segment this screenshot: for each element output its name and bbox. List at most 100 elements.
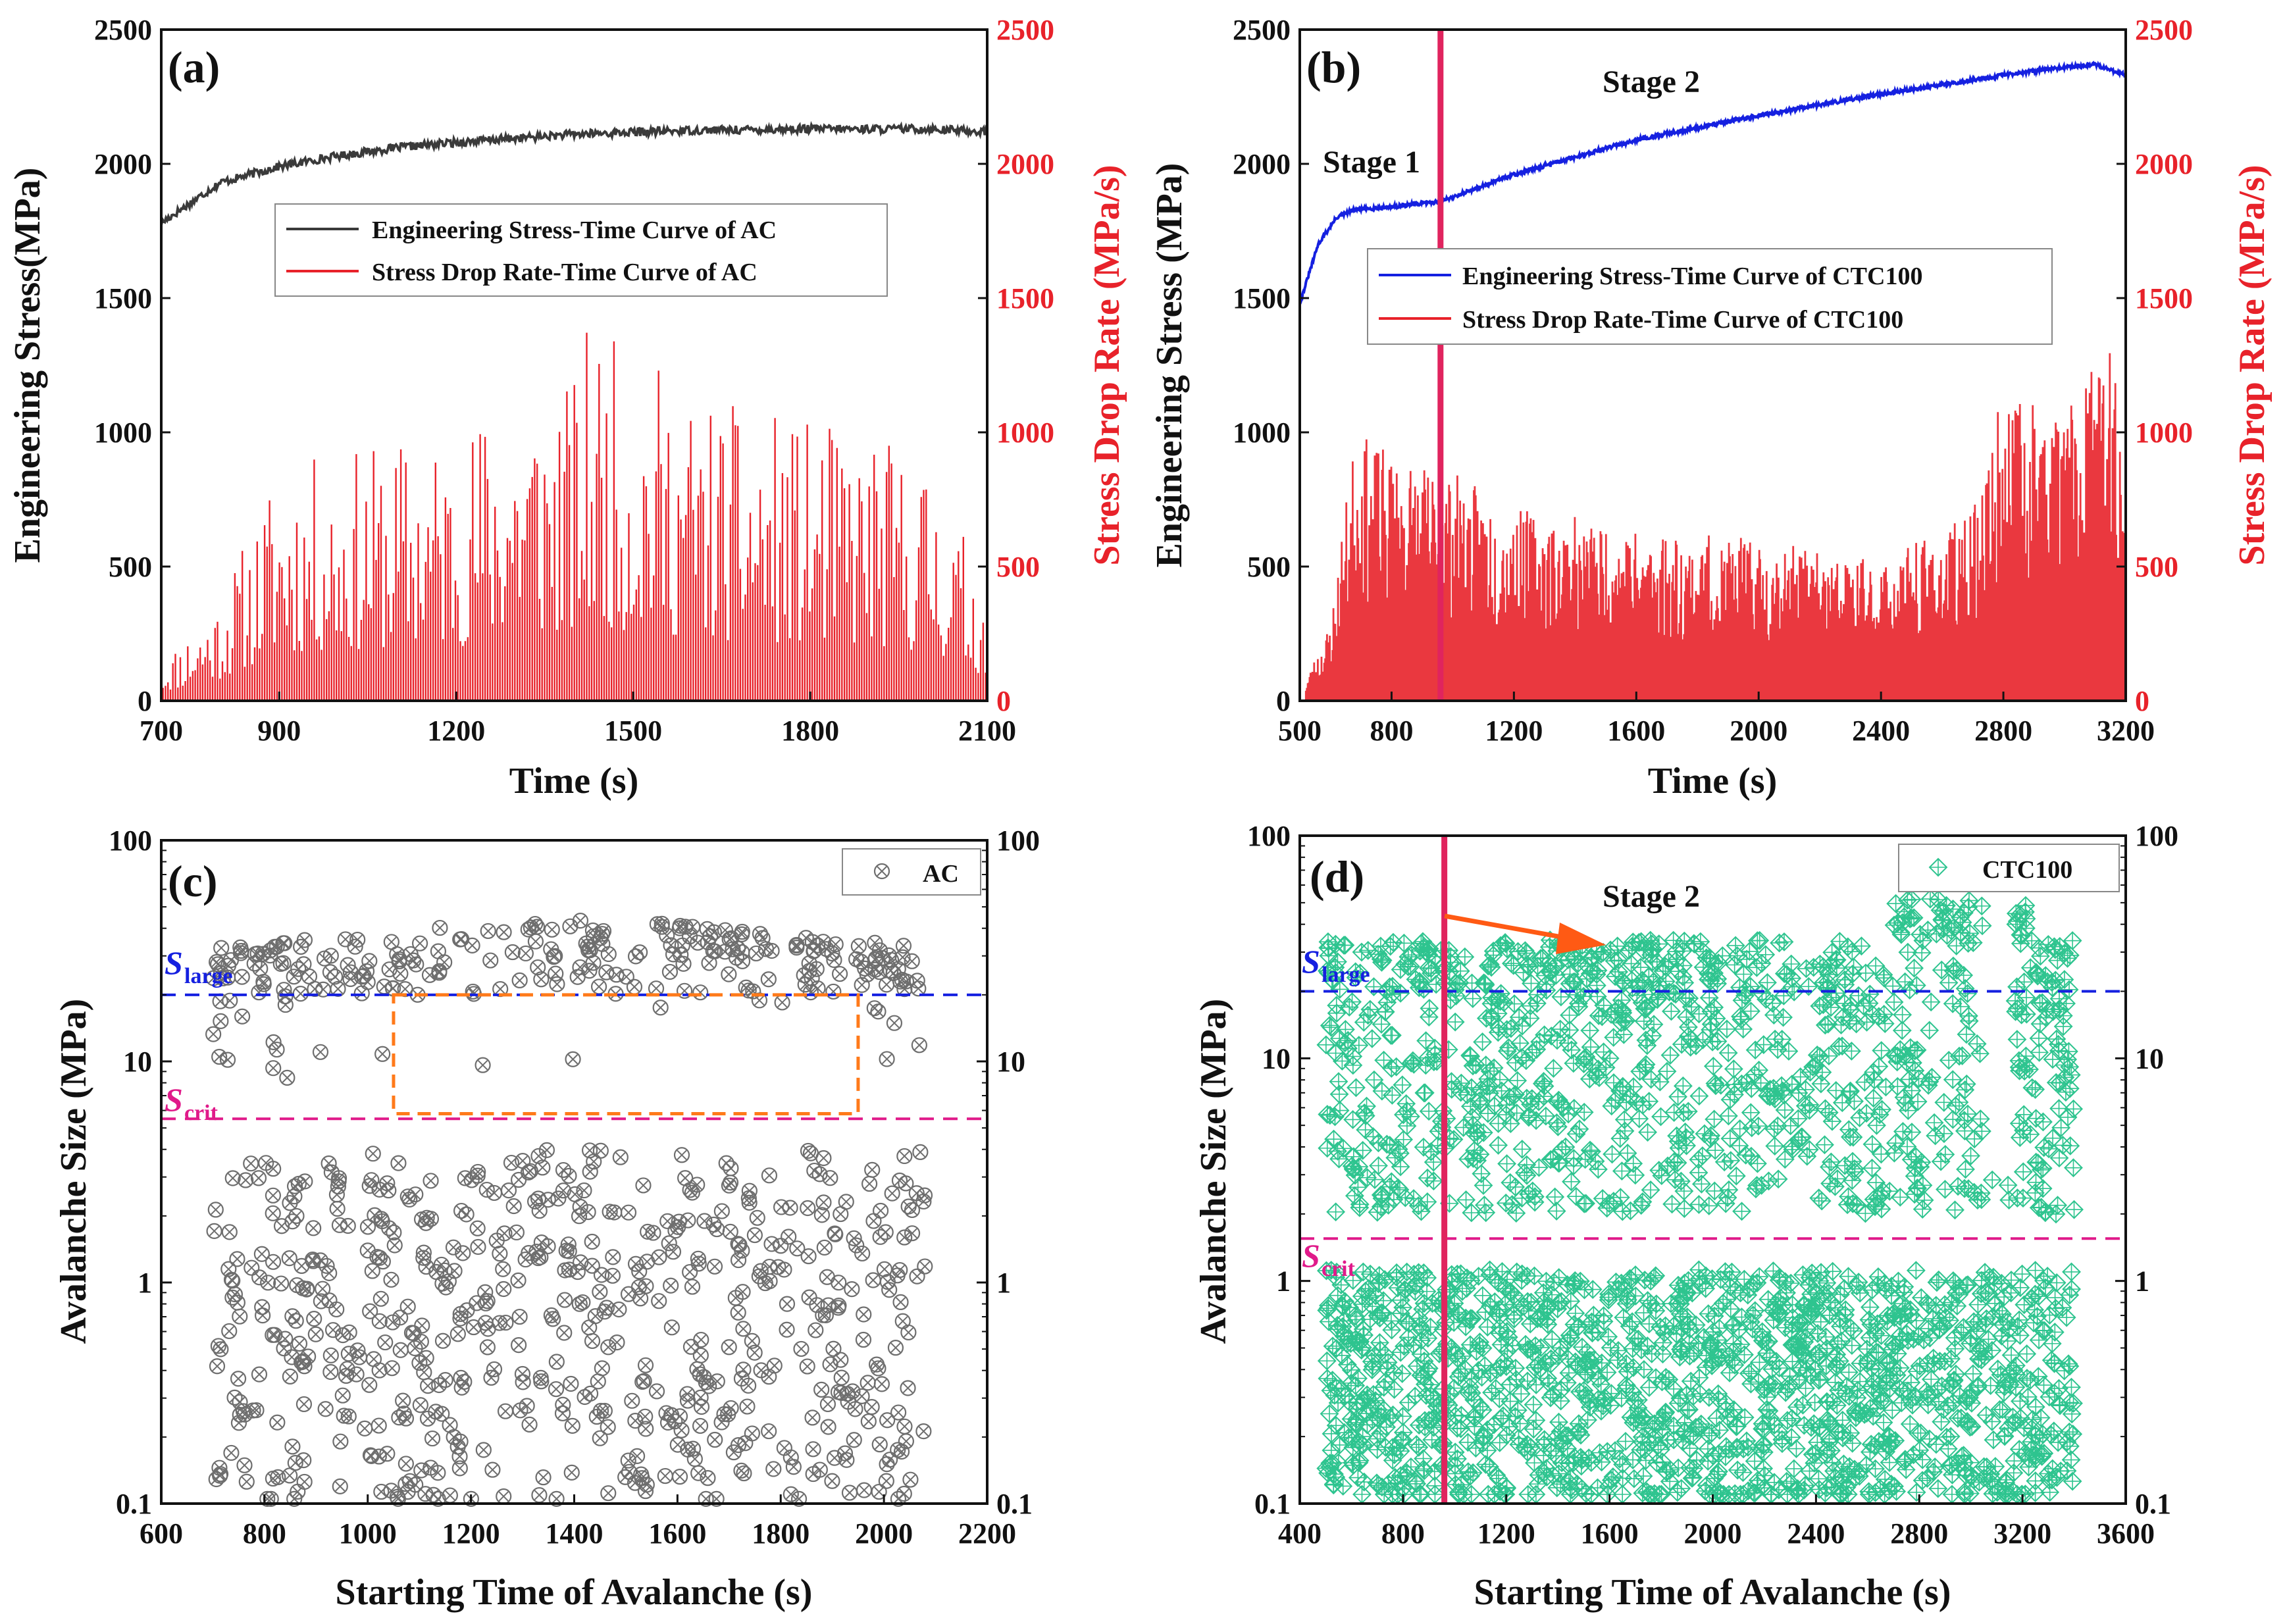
panel-c-slarge-subscript: large xyxy=(184,964,233,988)
panel-c-point-43 xyxy=(896,1148,913,1165)
panel-c-point-90-ring xyxy=(238,1473,255,1490)
panel-b-xlabel: Time (s) xyxy=(1648,761,1778,801)
panel-c-point-55 xyxy=(412,935,428,952)
panel-a-ytick-right-label-1: 500 xyxy=(996,551,1040,583)
panel-c-point-78-ring xyxy=(735,1361,752,1378)
panel-c-point-34 xyxy=(322,1363,339,1381)
panel-b-xtick-label-0: 500 xyxy=(1278,715,1322,747)
panel-c-point-96 xyxy=(383,1271,399,1288)
panel-c-point-76-ring xyxy=(859,966,875,983)
panel-b-xtick-label-4: 2000 xyxy=(1730,715,1787,747)
panel-c-xlabel: Starting Time of Avalanche (s) xyxy=(336,1572,813,1613)
panel-c-point-45-cross xyxy=(768,1463,779,1475)
panel-c-point-101 xyxy=(816,1239,833,1256)
panel-c-point-5 xyxy=(637,1357,654,1373)
panel-c-point-78-cross xyxy=(738,1364,749,1375)
panel-b-xtick-label-2: 1200 xyxy=(1485,715,1543,747)
panel-b-xtick-label-3: 1600 xyxy=(1607,715,1665,747)
panel-b-ylabel-left: Engineering Stress (MPa) xyxy=(1149,163,1190,568)
panel-c-point-107 xyxy=(322,1347,339,1363)
panel-b-ytick-right-label-4: 2000 xyxy=(2135,148,2193,180)
panel-a-legend-drop: Stress Drop Rate-Time Curve of AC xyxy=(372,259,757,286)
panel-c-point-30 xyxy=(286,969,302,985)
panel-c-point-72-ring xyxy=(651,1249,667,1265)
panel-c-point-123-cross xyxy=(911,1271,923,1282)
panel-c-point-74-ring xyxy=(746,1344,763,1361)
panel-c-point-7 xyxy=(563,1375,579,1392)
panel-c-point-45 xyxy=(765,1461,782,1477)
panel-c-point-117-ring xyxy=(281,1250,297,1267)
panel-a-legend: Engineering Stress-Time Curve of AC Stre… xyxy=(274,203,888,297)
panel-c-point-27-ring xyxy=(707,1431,723,1448)
panel-c-point-34-ring xyxy=(322,1363,339,1381)
panel-c-point-101-cross xyxy=(819,1242,830,1253)
panel-c-point-24-ring xyxy=(286,1490,303,1507)
panel-c-point-121-ring xyxy=(365,1146,381,1162)
panel-c-xtick-label-1: 800 xyxy=(243,1517,286,1550)
panel-c-point-104-ring xyxy=(804,1409,821,1426)
panel-a-legend-box xyxy=(274,203,888,297)
panel-c-point-55-cross xyxy=(415,938,425,949)
panel-a-xtick-label-3: 1500 xyxy=(604,715,662,747)
panel-a-xlabel: Time (s) xyxy=(509,761,639,801)
panel-c-point-86-ring xyxy=(549,976,565,992)
panel-b-xtick-label-7: 3200 xyxy=(2097,715,2155,747)
panel-c-point-26-cross xyxy=(284,1470,295,1481)
panel-c-point-99-cross xyxy=(833,1277,844,1288)
panel-c-point-9-cross xyxy=(261,1157,271,1169)
panel-b-legend-stress: Engineering Stress-Time Curve of CTC100 xyxy=(1462,263,1922,290)
panel-c-point-27 xyxy=(707,1431,723,1448)
panel-c-point-7-cross xyxy=(565,1379,577,1389)
panel-c-point-93-ring xyxy=(721,1339,737,1356)
panel-c-legend-box xyxy=(842,848,981,896)
panel-b-ytick-label-4: 2000 xyxy=(1233,148,1291,180)
panel-c-point-27-cross xyxy=(709,1434,720,1445)
panel-c-point-11-ring xyxy=(511,972,528,989)
panel-c-scrit-symbol: S xyxy=(165,1081,183,1118)
panel-c-point-79-cross xyxy=(881,979,892,990)
panel-a-letter: (a) xyxy=(168,42,220,92)
panel-c-legend: AC xyxy=(842,848,981,896)
panel-c-point-111-cross xyxy=(495,984,505,994)
panel-c-point-66-cross xyxy=(844,1487,855,1498)
panel-c-point-112-cross xyxy=(665,967,675,977)
panel-b-ytick-right-label-3: 1500 xyxy=(2135,282,2193,315)
panel-b-xtick-label-1: 800 xyxy=(1370,715,1413,747)
panel-c-point-57 xyxy=(878,1473,894,1489)
panel-b-ytick-label-2: 1000 xyxy=(1233,417,1291,449)
panel-c-point-43-ring xyxy=(896,1148,913,1165)
panel-c-ytick-label-1: 1 xyxy=(138,1267,152,1299)
panel-c-point-74-cross xyxy=(749,1348,760,1358)
panel-b-ytick-label-0: 0 xyxy=(1276,685,1291,717)
panel-c-point-20-ring xyxy=(288,1313,304,1329)
panel-c-point-96-ring xyxy=(383,1271,399,1288)
panel-c-point-41-cross xyxy=(629,982,640,992)
panel-c-point-34-cross xyxy=(325,1367,336,1377)
panel-c-point-18-cross xyxy=(782,1298,792,1309)
panel-c-point-126-ring xyxy=(631,1263,648,1280)
panel-c-point-84-cross xyxy=(654,1296,664,1306)
panel-c-point-65-cross xyxy=(208,1028,218,1040)
panel-c-point-84-ring xyxy=(651,1293,667,1309)
panel-c-point-110-ring xyxy=(259,1490,276,1507)
panel-c-point-68-cross xyxy=(246,1262,257,1273)
panel-c-point-74 xyxy=(746,1344,763,1361)
panel-c-point-7-ring xyxy=(563,1375,579,1392)
panel-c-ytick-label-2: 10 xyxy=(123,1046,152,1078)
panel-c-point-82-cross xyxy=(877,1379,887,1390)
panel-c-point-52-cross xyxy=(875,1205,886,1216)
panel-c-point-30-ring xyxy=(286,969,302,985)
panel-c-point-77 xyxy=(846,1432,862,1448)
panel-c-point-119-cross xyxy=(873,1486,885,1497)
panel-c-point-104-cross xyxy=(807,1412,818,1423)
panel-c-point-49-cross xyxy=(500,1406,511,1417)
panel-c-point-118-cross xyxy=(667,1322,677,1333)
panel-b-legend-drop: Stress Drop Rate-Time Curve of CTC100 xyxy=(1462,306,1903,334)
panel-c-point-112 xyxy=(661,963,679,980)
panel-c-point-75 xyxy=(221,1323,238,1340)
panel-c-point-117 xyxy=(281,1250,297,1267)
